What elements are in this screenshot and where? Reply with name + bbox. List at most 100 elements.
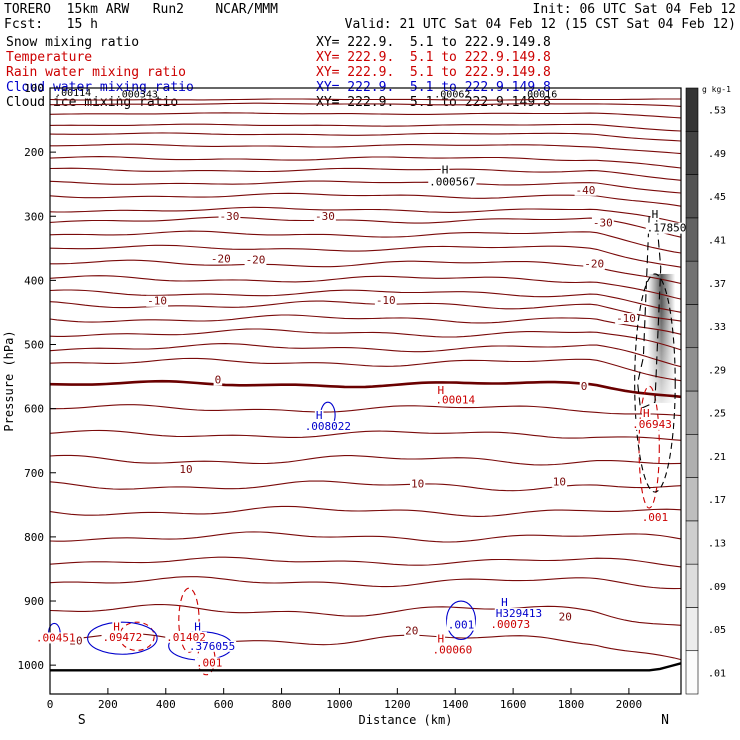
extremum-label: H	[652, 208, 659, 221]
field-xy-snow: XY= 222.9. 5.1 to 222.9.149.8	[316, 35, 551, 50]
label-mask	[631, 418, 673, 430]
temperature-contour-label: 0	[581, 380, 588, 393]
label-mask	[101, 631, 144, 643]
terrain-line	[50, 662, 682, 672]
colorbar-segment	[685, 87, 699, 132]
label-mask	[428, 176, 477, 188]
field-xy-rain: XY= 222.9. 5.1 to 222.9.149.8	[316, 65, 551, 80]
extremum-label: .001	[448, 619, 475, 632]
colorbar-segment	[685, 563, 699, 608]
colorbar-unit: g kg-1	[702, 85, 731, 94]
init-time: Init: 06 UTC Sat 04 Feb 12	[532, 2, 737, 17]
top-extremum-label: .00016	[521, 89, 557, 100]
label-mask	[641, 407, 651, 419]
extremum-label: H	[442, 163, 449, 176]
label-mask	[557, 611, 573, 623]
y-tick-label: 900	[24, 595, 44, 608]
colorbar-segment	[685, 174, 699, 219]
temperature-isoline	[50, 632, 682, 661]
label-mask	[194, 657, 224, 669]
colorbar-label: .53	[708, 106, 726, 117]
temperature-isoline	[49, 343, 682, 368]
label-mask	[591, 217, 614, 229]
temperature-isoline	[49, 480, 682, 492]
label-mask	[146, 295, 168, 307]
field-name-rain: Rain water mixing ratio	[6, 65, 187, 80]
temperature-isoline	[49, 275, 682, 300]
temperature-isoline	[49, 216, 682, 238]
colorbar-segment	[685, 607, 699, 652]
temperature-isoline	[50, 259, 682, 285]
label-mask	[244, 254, 267, 266]
x-tick-label: 600	[214, 698, 234, 711]
colorbar-label: .09	[708, 582, 726, 593]
label-mask	[218, 211, 241, 223]
y-axis-title: Pressure (hPa)	[2, 330, 16, 431]
label-mask	[112, 621, 121, 633]
label-mask	[410, 478, 426, 490]
temperature-isoline	[49, 429, 682, 441]
temperature-isoline	[49, 123, 682, 132]
extremum-label: .09472	[102, 631, 142, 644]
extremum-label: .00060	[432, 644, 472, 657]
x-tick-label: 1000	[326, 698, 353, 711]
label-mask	[165, 631, 207, 643]
cloud-ice-contour	[634, 273, 676, 493]
temperature-isoline	[49, 379, 682, 399]
temperature-contour-label: 10	[553, 476, 566, 489]
extremum-label: .376055	[189, 640, 235, 653]
colorbar-label: .05	[708, 625, 726, 636]
extremum-label: H329413	[496, 607, 542, 620]
colorbar-segment	[685, 433, 699, 478]
temperature-contour-label: -20	[584, 258, 604, 271]
extremum-label: .008022	[305, 420, 351, 433]
y-tick-label: 100	[24, 82, 44, 95]
temperature-isoline	[49, 132, 682, 142]
temperature-isoline	[49, 180, 682, 194]
temperature-isoline	[49, 556, 682, 568]
label-mask	[500, 597, 509, 609]
extremum-label: .00073	[490, 618, 530, 631]
colorbar-segment	[685, 217, 699, 262]
temperature-contour-label: -40	[576, 184, 596, 197]
label-mask	[213, 374, 223, 386]
temperature-isoline	[50, 102, 682, 107]
field-name-temperature: Temperature	[6, 50, 93, 65]
x-axis-title: Distance (km)	[359, 713, 453, 727]
x-tick-label: 1400	[442, 698, 469, 711]
extremum-label: H	[501, 596, 508, 609]
colorbar-label: .49	[708, 149, 726, 160]
label-mask	[446, 619, 476, 631]
colorbar-label: .25	[708, 409, 726, 420]
x-tick-label: 2000	[616, 698, 643, 711]
y-tick-label: 600	[24, 403, 44, 416]
temperature-isoline	[49, 454, 682, 466]
field-xy-cloud-ice: XY= 222.9. 5.1 to 222.9.149.8	[316, 95, 551, 110]
temperature-contour-label: -20	[211, 252, 231, 265]
temperature-contour-label: -10	[147, 295, 167, 308]
label-mask	[615, 313, 637, 325]
extremum-label: H	[437, 633, 444, 646]
label-mask	[314, 409, 324, 421]
label-mask	[650, 209, 660, 221]
colorbar-segment	[685, 304, 699, 349]
label-mask	[494, 608, 544, 620]
temperature-isoline	[49, 206, 682, 224]
snow-shading-fade	[647, 273, 676, 403]
label-mask	[431, 644, 474, 656]
temperature-isoline	[49, 244, 682, 268]
x-tick-label: 200	[98, 698, 118, 711]
y-tick-label: 700	[24, 467, 44, 480]
extremum-label: .000567	[429, 175, 475, 188]
extremum-label: H	[643, 407, 650, 420]
x-tick-label: 0	[47, 698, 54, 711]
label-mask	[640, 511, 670, 523]
label-mask	[314, 211, 336, 223]
extremum-label: .001	[196, 656, 223, 669]
temperature-contour-label: -30	[315, 210, 335, 223]
model-title: TORERO 15km ARW Run2 NCAR/MMM	[4, 2, 278, 17]
colorbar-label: .37	[708, 279, 726, 290]
colorbar-label: .01	[708, 668, 726, 679]
colorbar-label: .13	[708, 539, 726, 550]
top-extremum-label: .000343	[116, 89, 158, 100]
